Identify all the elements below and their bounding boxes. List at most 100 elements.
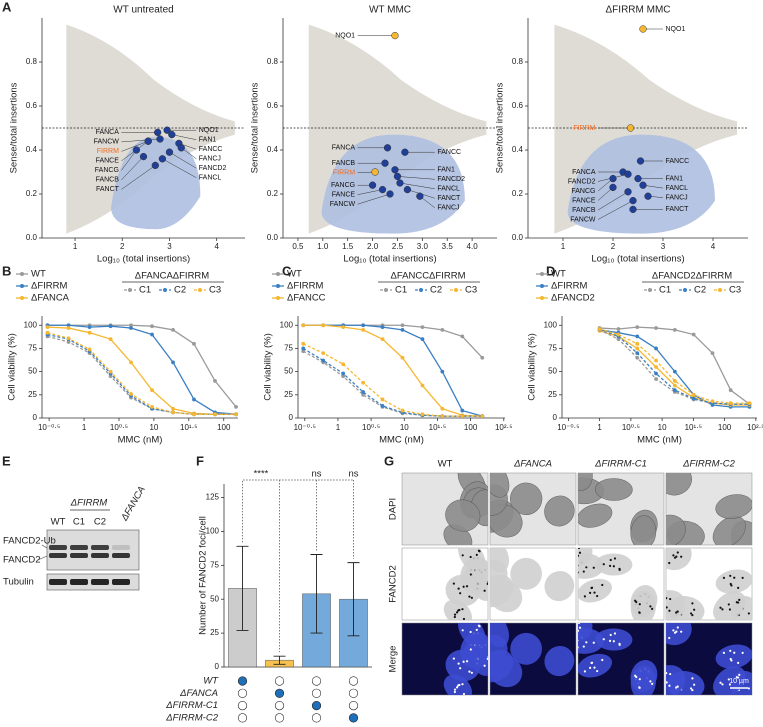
focus xyxy=(676,610,679,613)
nucleus xyxy=(578,503,613,528)
gene-label: FANCJ xyxy=(437,205,459,212)
gene-point xyxy=(609,174,617,183)
focus xyxy=(673,556,677,559)
nucleus xyxy=(578,653,613,678)
design-dot xyxy=(274,700,285,711)
data-point xyxy=(321,358,326,363)
y-axis-title: Cell viability (%) xyxy=(7,333,18,401)
data-point xyxy=(380,325,385,330)
series-line xyxy=(303,324,483,417)
series-line xyxy=(47,326,237,415)
focus xyxy=(691,689,694,692)
focus xyxy=(583,670,586,673)
focus xyxy=(719,681,722,684)
y-tick-label: 75 xyxy=(284,344,293,353)
micrograph xyxy=(578,548,658,620)
focus xyxy=(729,582,732,586)
x-axis-title: Log₁₀ (total insertions) xyxy=(97,254,190,265)
blot-band xyxy=(70,545,88,550)
data-point xyxy=(710,351,715,355)
data-point xyxy=(460,414,465,419)
design-dot xyxy=(348,713,359,723)
data-point xyxy=(672,388,677,393)
data-point xyxy=(45,325,50,330)
x-tick-label: 10²·⁵ xyxy=(747,423,763,432)
data-point xyxy=(672,379,677,383)
focus xyxy=(592,641,595,644)
gene-point xyxy=(629,205,637,214)
leader-line xyxy=(121,156,144,181)
panel-letter: D xyxy=(546,263,555,278)
gene-point xyxy=(156,135,164,143)
blot-band xyxy=(49,553,67,558)
y-tick-label: 0.2 xyxy=(512,189,524,198)
significance-label: **** xyxy=(254,469,269,480)
nucleus xyxy=(578,473,593,491)
leader-line xyxy=(597,200,634,220)
x-tick-label: 10⁻⁰·⁵ xyxy=(38,423,60,432)
legend-marker xyxy=(683,288,687,292)
focus xyxy=(578,548,581,550)
focus xyxy=(452,582,455,585)
gene-point xyxy=(371,168,379,176)
error-bar xyxy=(347,562,360,637)
x-tick-label: 4 xyxy=(711,242,716,251)
focus xyxy=(578,626,582,629)
focus xyxy=(738,673,741,676)
focus xyxy=(669,672,672,676)
panel-letter: E xyxy=(2,453,11,468)
legend-label: C1 xyxy=(395,285,407,296)
focus xyxy=(593,591,596,594)
focus xyxy=(457,662,460,665)
data-point xyxy=(108,369,113,374)
x-axis-title: MMC (nM) xyxy=(379,435,424,446)
gene-point xyxy=(151,161,159,170)
data-point xyxy=(341,371,346,376)
nucleus xyxy=(510,482,543,515)
focus xyxy=(680,555,683,558)
data-point xyxy=(171,328,175,332)
gene-point xyxy=(644,192,652,200)
data-point xyxy=(440,328,445,332)
x-tick-label: 0.5 xyxy=(292,242,304,251)
row-header: Merge xyxy=(388,646,399,673)
focus xyxy=(461,629,464,632)
x-tick-label: 100 xyxy=(464,423,478,432)
focus xyxy=(672,629,675,632)
data-point xyxy=(321,323,326,328)
focus xyxy=(589,591,592,594)
focus xyxy=(578,623,581,625)
gene-point xyxy=(636,157,645,165)
leader-line xyxy=(357,189,383,195)
nucleus xyxy=(715,569,752,594)
chart-title: ΔFIRRM MMC xyxy=(606,5,671,16)
x-tick-label: 10 xyxy=(149,423,158,432)
data-point xyxy=(672,369,677,374)
focus xyxy=(483,664,486,667)
focus xyxy=(468,595,471,598)
data-point xyxy=(361,328,366,332)
data-point xyxy=(192,412,196,417)
nucleus xyxy=(713,666,746,695)
data-point xyxy=(616,337,621,342)
gene-label: FANCB xyxy=(332,160,356,167)
panel-letter: F xyxy=(196,453,204,468)
focus xyxy=(735,676,738,679)
focus xyxy=(457,587,460,590)
data-point xyxy=(728,388,733,393)
data-point xyxy=(654,377,658,381)
x-tick-label: 3.0 xyxy=(417,242,429,251)
row-header: DAPI xyxy=(388,498,399,520)
leader-line xyxy=(121,149,137,171)
focus xyxy=(727,603,730,606)
data-point xyxy=(672,383,677,388)
y-tick-label: 0 xyxy=(553,413,558,422)
gene-label: FANCW xyxy=(94,139,120,146)
gene-label: FANCL xyxy=(666,185,689,192)
background-cloud xyxy=(66,24,235,234)
legend-marker xyxy=(20,296,24,300)
focus xyxy=(461,683,464,686)
focus xyxy=(453,613,457,616)
data-point xyxy=(380,404,385,408)
x-tick-label: 10⁰·⁵ xyxy=(622,423,640,432)
